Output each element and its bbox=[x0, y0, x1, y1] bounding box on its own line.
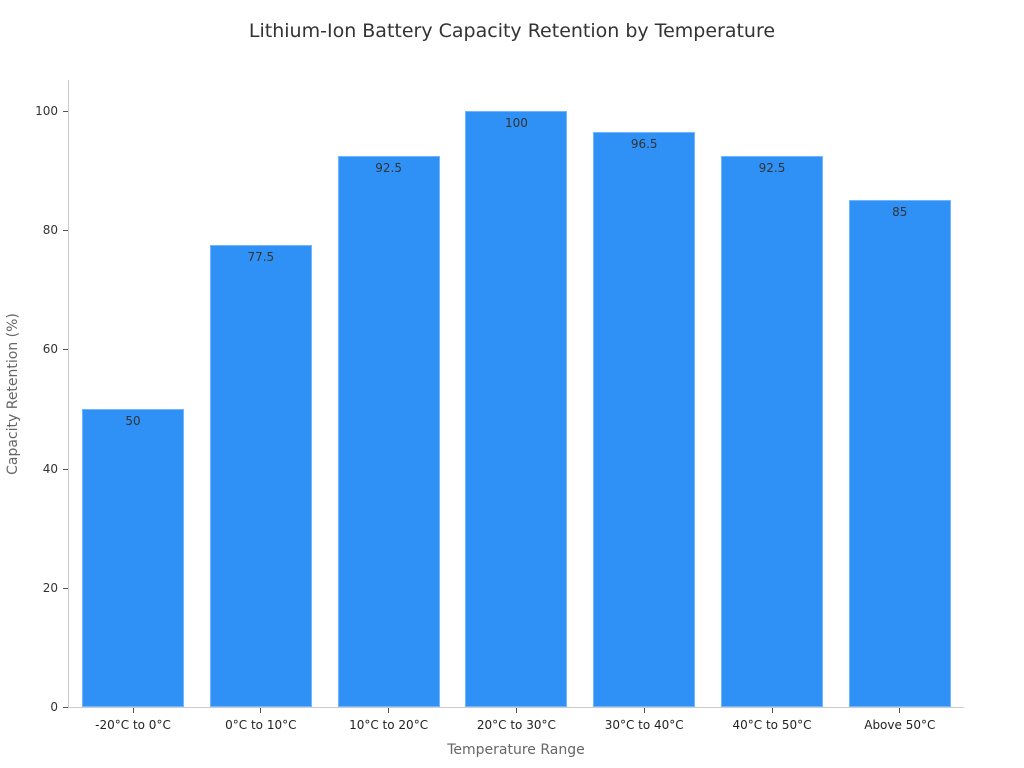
y-tick-mark bbox=[63, 111, 68, 112]
bar-value-label: 92.5 bbox=[758, 160, 786, 175]
y-tick-label: 20 bbox=[42, 580, 58, 595]
chart-title: Lithium-Ion Battery Capacity Retention b… bbox=[248, 20, 776, 42]
y-tick-label: 0 bbox=[50, 700, 58, 714]
bar: 77.5 bbox=[209, 245, 312, 707]
bar: 50 bbox=[82, 409, 184, 707]
y-tick-mark bbox=[63, 468, 68, 470]
x-tick-label: 20°C to 30°C bbox=[476, 718, 556, 732]
y-tick-label: 80 bbox=[42, 223, 58, 238]
y-axis-label: Capacity Retention (%) bbox=[5, 313, 21, 475]
y-tick-mark bbox=[63, 349, 68, 351]
x-tick-mark bbox=[260, 708, 262, 713]
x-tick: 40°C to 50°C bbox=[712, 708, 832, 732]
y-tick: 20 bbox=[0, 581, 68, 602]
x-tick-label: 10°C to 20°C bbox=[349, 718, 429, 732]
bar: 92.5 bbox=[337, 155, 440, 707]
x-tick-label: 0°C to 10°C bbox=[225, 718, 297, 732]
bar-value-label: 50 bbox=[125, 414, 141, 428]
x-tick: Above 50°C bbox=[840, 708, 960, 732]
y-tick: 40 bbox=[0, 462, 68, 483]
y-tick: 80 bbox=[0, 223, 68, 244]
x-tick-mark bbox=[388, 708, 390, 713]
y-axis-line bbox=[68, 80, 69, 708]
y-tick: 100 bbox=[0, 104, 68, 125]
bar-value-label: 92.5 bbox=[375, 160, 402, 175]
y-tick-mark bbox=[63, 230, 68, 232]
x-tick: 30°C to 40°C bbox=[584, 708, 704, 732]
bar-value-label: 96.5 bbox=[630, 136, 658, 151]
y-tick: 0 bbox=[0, 700, 68, 721]
y-tick-label: 60 bbox=[42, 342, 58, 357]
bar-value-label: 77.5 bbox=[247, 250, 275, 265]
x-tick-label: 30°C to 40°C bbox=[604, 718, 684, 732]
y-tick-mark bbox=[63, 587, 68, 589]
x-tick: -20°C to 0°C bbox=[73, 708, 193, 732]
x-tick-mark bbox=[132, 708, 134, 713]
bar-value-label: 85 bbox=[892, 205, 908, 220]
bar: 100 bbox=[465, 111, 568, 707]
x-tick-label: Above 50°C bbox=[864, 718, 936, 732]
x-axis-label: Temperature Range bbox=[447, 742, 585, 758]
x-tick-mark bbox=[515, 708, 517, 713]
x-tick: 10°C to 20°C bbox=[329, 708, 449, 732]
x-tick: 0°C to 10°C bbox=[201, 708, 321, 732]
y-tick-mark bbox=[63, 707, 68, 708]
x-tick: 20°C to 30°C bbox=[456, 708, 576, 732]
y-tick-label: 40 bbox=[42, 461, 58, 476]
bar: 85 bbox=[848, 200, 951, 707]
y-tick: 60 bbox=[0, 342, 68, 363]
bar-value-label: 100 bbox=[504, 116, 528, 130]
bar: 92.5 bbox=[721, 155, 823, 707]
x-tick-label: -20°C to 0°C bbox=[95, 718, 171, 732]
x-tick-mark bbox=[771, 708, 773, 713]
x-tick-label: 40°C to 50°C bbox=[732, 718, 812, 732]
y-tick-label: 100 bbox=[35, 104, 58, 118]
bar: 96.5 bbox=[593, 131, 696, 707]
x-tick-mark bbox=[643, 708, 645, 713]
x-tick-mark bbox=[899, 708, 901, 713]
x-axis-line bbox=[68, 707, 964, 708]
